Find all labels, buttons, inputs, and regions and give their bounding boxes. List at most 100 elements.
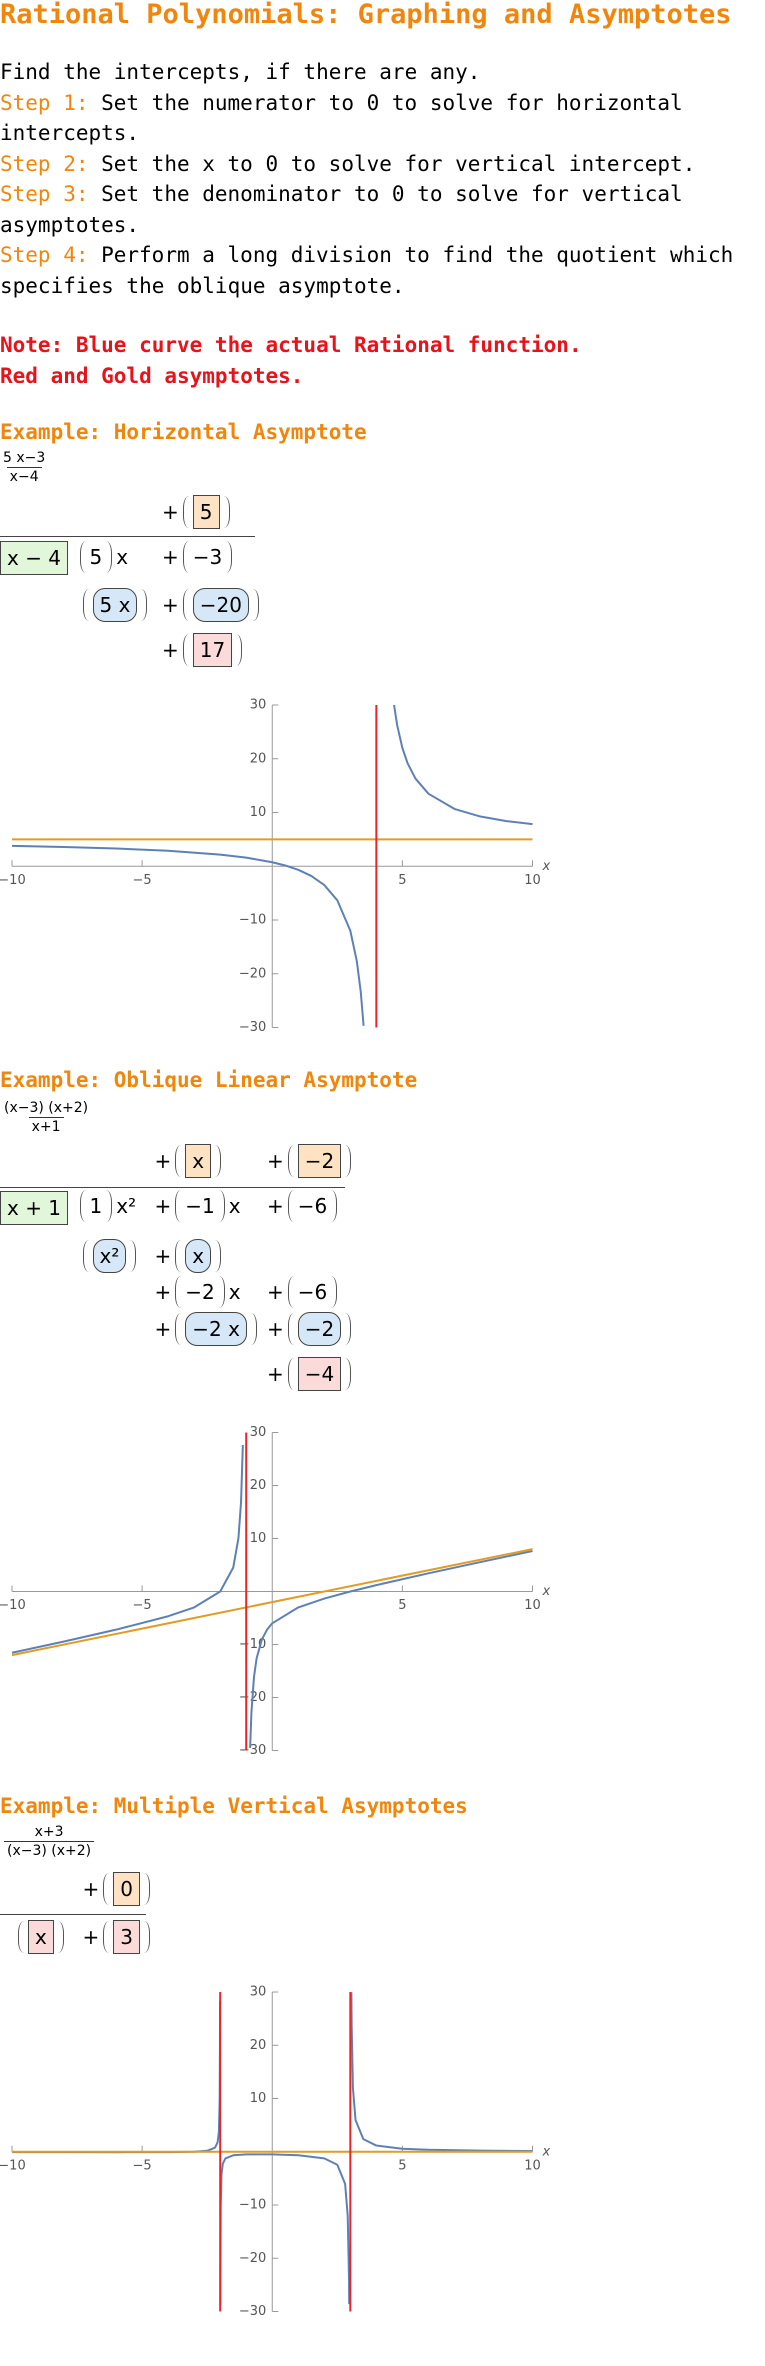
term: −20 <box>192 587 249 622</box>
y-tick-label: −20 <box>239 966 266 981</box>
term: −4 <box>297 1357 342 1391</box>
term: 5 x <box>92 587 138 622</box>
term: −2 <box>297 1312 342 1346</box>
division-term: 5 x <box>82 587 148 622</box>
term: x <box>185 1144 212 1178</box>
right-paren <box>331 1190 338 1222</box>
left-paren <box>175 1313 181 1345</box>
x-tick-label: −10 <box>0 873 26 888</box>
y-tick-label: 30 <box>250 1425 267 1440</box>
step: Step 4: Perform a long division to find t… <box>0 240 765 301</box>
left-paren <box>182 495 189 528</box>
division-term: x <box>18 1919 64 1954</box>
curve <box>11 1548 533 1657</box>
left-paren <box>103 1920 109 1953</box>
sign: + <box>267 1279 284 1304</box>
x-tick-label: 5 <box>398 1598 406 1613</box>
y-tick-label: −30 <box>239 1020 266 1035</box>
step-label: Step 3: <box>0 182 89 206</box>
sign: + <box>162 592 179 617</box>
left-paren <box>18 1920 24 1953</box>
right-paren <box>226 540 233 573</box>
step-label: Step 2: <box>0 151 89 176</box>
sign: + <box>162 637 179 662</box>
division-term: + −4 <box>267 1357 352 1391</box>
intro-line: Find the intercepts, if there are any. <box>0 60 481 84</box>
left-paren <box>175 1145 181 1177</box>
y-tick-label: 20 <box>250 751 267 766</box>
curve <box>11 704 533 1026</box>
sign: + <box>154 1149 172 1173</box>
x-tick-label: 10 <box>524 2158 541 2173</box>
division-term: x − 4 <box>0 541 69 575</box>
x-tick-label: 10 <box>524 1598 541 1613</box>
step: Step 2: Set the x to 0 to solve for verti… <box>0 149 765 180</box>
variable: x² <box>116 1194 137 1218</box>
y-tick-label: 10 <box>250 1531 267 1546</box>
term: 3 <box>113 1919 140 1954</box>
division-term: + −2 x <box>155 1275 241 1308</box>
left-paren <box>103 1872 109 1905</box>
division-term: + −2 <box>267 1144 352 1178</box>
term: −2 <box>185 1279 215 1304</box>
term: 17 <box>192 632 233 667</box>
term: x − 4 <box>0 541 69 575</box>
example-heading: Example: Horizontal Asymptote <box>0 420 367 444</box>
denominator: (x−3) (x+2) <box>4 1841 95 1860</box>
instructions: Find the intercepts, if there are any. S… <box>0 57 765 301</box>
division-term: +0 <box>83 1871 150 1906</box>
y-tick-label: −20 <box>239 2251 266 2266</box>
division-term: + −2 <box>267 1312 352 1346</box>
division-term: + −3 <box>162 540 233 573</box>
left-paren <box>287 1313 294 1345</box>
division-term: 1 x² <box>79 1190 137 1222</box>
step: Step 1: Set the numerator to 0 to solve f… <box>0 88 765 149</box>
term: x <box>28 1919 54 1954</box>
term: 5 <box>192 494 220 529</box>
y-tick-label: 30 <box>250 698 267 713</box>
right-paren <box>345 1358 352 1390</box>
curve <box>219 1992 352 2312</box>
sign: + <box>154 1317 172 1341</box>
variable: x <box>228 1194 241 1218</box>
fraction: (x−3) (x+2) x+1 <box>4 1099 88 1136</box>
left-paren <box>82 1239 89 1272</box>
term: −1 <box>185 1194 215 1218</box>
left-paren <box>175 1275 181 1308</box>
right-paren <box>58 1920 64 1953</box>
sign: + <box>162 499 179 524</box>
step-text: Set the denominator to 0 to solve for ve… <box>0 182 683 237</box>
term: 1 <box>89 1194 103 1218</box>
division-term: + x <box>155 1238 222 1273</box>
right-paren <box>345 1145 352 1177</box>
division-term: + −1 x <box>155 1190 241 1222</box>
sign: + <box>154 1194 172 1218</box>
term: −3 <box>192 544 223 569</box>
division-term: + −2 x <box>155 1312 257 1346</box>
variable: x <box>228 1279 241 1304</box>
division-term: + x <box>155 1144 222 1178</box>
denominator: x−4 <box>6 467 42 486</box>
right-paren <box>224 495 230 528</box>
term: x <box>185 1238 212 1273</box>
right-paren <box>144 1872 150 1905</box>
left-paren <box>79 1190 86 1222</box>
term: −2 <box>297 1144 342 1178</box>
note: Red and Gold asymptotes. <box>0 363 304 388</box>
left-paren <box>82 588 89 621</box>
division-term: x² <box>82 1238 137 1273</box>
division-term: +5 <box>162 494 230 529</box>
right-paren <box>345 1313 352 1345</box>
left-paren <box>287 1145 294 1177</box>
left-paren <box>182 588 189 621</box>
step-label: Step 1: <box>0 90 89 115</box>
division-rule <box>0 1914 146 1915</box>
division-term: +17 <box>162 632 243 667</box>
x-tick-label: 5 <box>398 873 406 888</box>
step-text: Set the numerator to 0 to solve for hori… <box>0 90 683 146</box>
right-paren <box>141 588 148 621</box>
right-paren <box>144 1920 150 1953</box>
example-heading: Example: Oblique Linear Asymptote <box>0 1068 418 1092</box>
left-paren <box>287 1190 294 1222</box>
